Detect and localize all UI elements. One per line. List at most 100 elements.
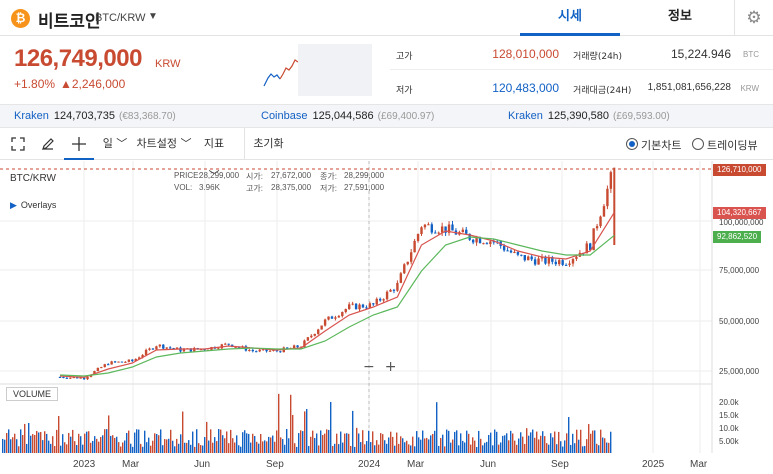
candle	[292, 345, 296, 349]
volume-bar	[70, 436, 72, 453]
volume-bar	[154, 433, 156, 453]
overlays-toggle[interactable]: ▶ Overlays	[10, 200, 56, 211]
volume-bar	[230, 429, 232, 453]
volume-bar	[346, 433, 348, 453]
time-axis-tick: 2024	[358, 459, 381, 470]
candle	[523, 255, 526, 261]
reset-button[interactable]: 초기화	[244, 128, 292, 160]
ohlc-open: 27,672,000	[271, 171, 312, 180]
volume-bar	[68, 432, 70, 453]
volume-bar	[382, 434, 384, 453]
tab-info[interactable]: 정보	[668, 9, 692, 24]
candle	[69, 377, 72, 379]
volume-bar	[530, 432, 532, 453]
volume-24h-value: 15,224.946	[670, 47, 731, 61]
period-dropdown[interactable]: 일 ﹀	[102, 137, 128, 150]
tradingview-label[interactable]: 트레이딩뷰	[707, 139, 758, 152]
volume-bar	[48, 440, 50, 453]
time-axis-tick: Mar	[122, 459, 140, 470]
exchange-name: Kraken	[508, 110, 543, 122]
volume-bar	[412, 436, 414, 453]
candle	[434, 232, 437, 234]
volume-bar	[150, 445, 152, 453]
volume-bar	[56, 429, 58, 453]
gear-icon[interactable]: ⚙	[734, 0, 773, 36]
candle	[62, 377, 65, 379]
volume-bar	[64, 442, 66, 453]
candle	[251, 350, 254, 352]
chart-toolbar: 일 ﹀ 차트설정 ﹀ 지표 ﹀ 초기화 기본차트 트레이딩뷰	[0, 128, 773, 182]
exchange-item[interactable]: Kraken 124,703,735 (€83,368.70)	[14, 110, 176, 122]
candle	[323, 319, 327, 326]
crosshair-icon[interactable]	[64, 128, 94, 160]
candle	[86, 376, 89, 380]
change-percent: +1.80%	[14, 77, 56, 91]
candle	[437, 232, 440, 234]
candle	[413, 240, 416, 253]
exchange-item[interactable]: Coinbase 125,044,586 (£69,400.97)	[261, 110, 434, 122]
candle	[296, 345, 299, 348]
ma-long-badge: 92,862,520	[713, 231, 762, 243]
candle	[334, 317, 337, 319]
zoom-in-button[interactable]: +	[384, 359, 397, 375]
volume-bar	[478, 430, 480, 453]
volume-bar	[114, 437, 116, 453]
volume-bar	[312, 430, 314, 453]
volume-bar	[308, 445, 310, 453]
tradingview-radio[interactable]	[692, 138, 704, 150]
volume-bar	[534, 437, 536, 453]
volume-bar	[30, 435, 32, 453]
fullscreen-icon[interactable]	[4, 128, 32, 160]
time-axis-tick: Sep	[266, 459, 284, 470]
candle	[113, 361, 117, 363]
basic-chart-label[interactable]: 기본차트	[641, 139, 682, 152]
basic-chart-radio[interactable]	[626, 138, 638, 150]
volume-bar	[502, 435, 504, 453]
stat-row-high: 고가 128,010,000 거래량(24h) 15,224.946 BTC	[390, 36, 773, 70]
volume-bar	[306, 409, 308, 453]
draw-pencil-icon[interactable]	[34, 128, 62, 160]
candle	[485, 243, 489, 245]
ohlc-close: 28,299,000	[344, 171, 385, 180]
caret-down-icon[interactable]: ▼	[148, 11, 158, 22]
candle	[444, 226, 447, 233]
volume-bar	[528, 435, 530, 453]
volume-bar	[28, 423, 30, 453]
volume-bar	[558, 431, 560, 453]
volume-bar	[276, 430, 278, 453]
volume-bar	[570, 444, 572, 453]
candle	[492, 241, 495, 243]
volume-bar	[342, 442, 344, 453]
volume-bar	[128, 430, 130, 453]
candle	[155, 346, 158, 350]
volume-bar	[224, 438, 226, 453]
candle	[530, 256, 533, 260]
volume-bar	[338, 444, 340, 453]
zoom-out-button[interactable]: −	[363, 359, 375, 375]
volume-bar	[518, 438, 520, 453]
exchange-item[interactable]: Kraken 125,390,580 (£69,593.00)	[508, 110, 670, 122]
volume-bar	[202, 445, 204, 453]
candle	[406, 261, 409, 265]
candle	[189, 348, 193, 352]
volume-bar	[314, 438, 316, 453]
price-chart[interactable]: BTC/KRW ▶ Overlays PRICE: 28,299,000 VOL:…	[0, 161, 773, 474]
chart-canvas[interactable]	[0, 161, 773, 474]
candle	[475, 237, 478, 243]
volume-bar	[152, 440, 154, 453]
tab-price[interactable]: 시세	[520, 0, 620, 36]
volume-bar	[196, 429, 198, 453]
candle	[137, 357, 141, 359]
pair-selector[interactable]: BTC/KRW	[95, 12, 146, 24]
volume-bar	[280, 437, 282, 453]
candle	[430, 224, 434, 233]
chart-settings-dropdown[interactable]: 차트설정 ﹀	[136, 137, 192, 150]
indicators-dropdown[interactable]: 지표 ﹀	[203, 137, 225, 182]
volume-bar	[142, 446, 144, 453]
volume-bar	[8, 429, 10, 453]
volume-bar	[320, 430, 322, 453]
volume-bar	[394, 445, 396, 453]
volume-bar	[344, 433, 346, 453]
candle	[193, 348, 196, 352]
volume-bar	[232, 438, 234, 453]
